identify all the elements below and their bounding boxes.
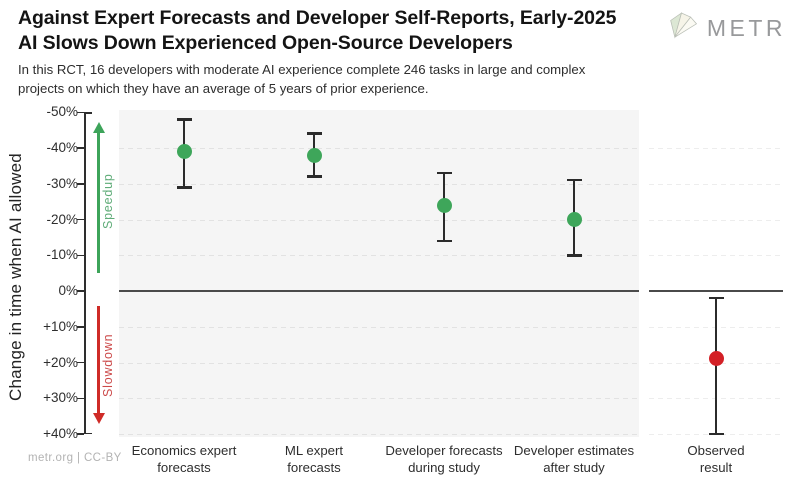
x-axis-label-line: after study bbox=[543, 459, 605, 475]
x-axis-label-line: Developer estimates bbox=[513, 443, 635, 458]
data-point-dot bbox=[566, 212, 582, 227]
error-bar-line bbox=[714, 298, 718, 434]
license-credit: metr.org | CC-BY bbox=[28, 452, 122, 464]
y-tick-mark bbox=[77, 397, 84, 399]
y-tick-label: -40% bbox=[46, 140, 78, 155]
x-axis-label: Observed result bbox=[636, 443, 796, 476]
y-tick-label: -30% bbox=[46, 175, 78, 191]
y-axis-spine-cap-bottom bbox=[84, 432, 92, 434]
x-axis-label: ML expert forecasts bbox=[234, 443, 394, 476]
forecasts-panel bbox=[119, 110, 639, 437]
y-tick-mark bbox=[77, 218, 84, 221]
chart-subtitle: In this RCT, 16 developers with moderate… bbox=[18, 61, 585, 98]
y-tick-mark bbox=[77, 254, 84, 256]
gridline bbox=[119, 255, 639, 257]
x-axis-label: Developer forecasts during study bbox=[364, 443, 524, 476]
page-title: Against Expert Forecasts and Developer S… bbox=[18, 6, 617, 56]
gridline bbox=[119, 219, 639, 221]
y-axis-title: Change in time when AI allowed bbox=[6, 153, 25, 401]
page-title-line1: Against Expert Forecasts and Developer S… bbox=[18, 7, 617, 29]
y-tick-mark bbox=[77, 361, 84, 364]
y-tick-label: -50% bbox=[46, 104, 78, 120]
error-bar-cap-bottom bbox=[306, 175, 322, 178]
y-tick-label: -20% bbox=[46, 211, 78, 227]
slowdown-arrow-head-icon bbox=[93, 413, 105, 424]
data-point-dot bbox=[436, 197, 452, 213]
y-axis-spine bbox=[84, 112, 86, 434]
data-point-dot bbox=[708, 351, 724, 367]
y-tick-label: +20% bbox=[43, 354, 78, 370]
speedup-arrow-head-icon bbox=[93, 122, 105, 133]
y-tick-label: +10% bbox=[43, 318, 78, 334]
error-bar-cap-bottom bbox=[436, 239, 452, 243]
y-tick-mark bbox=[77, 433, 84, 435]
page-title-line2: AI Slows Down Experienced Open-Source De… bbox=[18, 32, 513, 54]
x-axis-label-line: during study bbox=[408, 459, 480, 475]
speedup-annotation: Speedup bbox=[101, 173, 115, 229]
gridline bbox=[649, 148, 783, 149]
speedup-arrow bbox=[97, 131, 100, 273]
y-tick-label: -10% bbox=[46, 247, 78, 263]
y-tick-label: +40% bbox=[43, 426, 78, 441]
metr-logo: METR bbox=[669, 11, 786, 45]
metr-logo-text: METR bbox=[706, 14, 786, 41]
x-axis-label: Developer estimates after study bbox=[494, 443, 654, 476]
y-tick-mark bbox=[77, 326, 84, 328]
y-tick-mark bbox=[77, 290, 84, 292]
x-axis-label-line: Economics expert bbox=[131, 443, 237, 458]
gridline bbox=[119, 398, 639, 400]
slowdown-annotation: Slowdown bbox=[101, 333, 115, 397]
y-tick-label: +30% bbox=[43, 390, 78, 406]
error-bar-cap-bottom bbox=[176, 186, 192, 189]
x-axis-label-line: Developer forecasts bbox=[385, 443, 503, 458]
x-axis-label-line: Observed bbox=[687, 443, 745, 458]
gridline bbox=[119, 362, 639, 364]
y-axis-spine-cap-top bbox=[84, 112, 92, 114]
y-tick-mark bbox=[77, 183, 84, 185]
gridline bbox=[119, 148, 639, 149]
data-point-dot bbox=[306, 147, 322, 163]
chart-subtitle-line2: projects on which they have an average o… bbox=[18, 80, 429, 96]
gridline bbox=[119, 434, 639, 435]
data-point-dot bbox=[176, 144, 192, 160]
error-bar-cap-top bbox=[566, 178, 582, 182]
gridline bbox=[649, 183, 783, 185]
error-bar-cap-bottom bbox=[566, 254, 582, 257]
error-bar-cap-top bbox=[306, 132, 322, 135]
x-axis-label-line: forecasts bbox=[287, 459, 341, 475]
y-tick-label: 0% bbox=[58, 283, 78, 298]
gridline bbox=[649, 219, 783, 221]
x-axis-label: Economics expert forecasts bbox=[104, 443, 264, 476]
y-tick-mark bbox=[77, 147, 84, 149]
x-axis-label-line: forecasts bbox=[157, 459, 211, 475]
y-tick-mark bbox=[77, 111, 84, 113]
x-axis-label-line: result bbox=[699, 459, 733, 475]
error-bar-cap-top bbox=[436, 171, 452, 175]
zero-reference-line bbox=[119, 290, 639, 292]
x-axis-label-line: ML expert bbox=[284, 443, 344, 458]
error-bar-cap-top bbox=[176, 118, 192, 121]
error-bar-cap-bottom bbox=[708, 432, 724, 436]
metr-prism-icon bbox=[669, 11, 699, 45]
gridline bbox=[649, 255, 783, 257]
error-bar-cap-top bbox=[708, 296, 724, 300]
zero-reference-line bbox=[649, 290, 783, 292]
chart-subtitle-line1: In this RCT, 16 developers with moderate… bbox=[18, 62, 586, 77]
gridline bbox=[119, 183, 639, 185]
slowdown-arrow bbox=[97, 306, 100, 414]
gridline bbox=[119, 326, 639, 328]
